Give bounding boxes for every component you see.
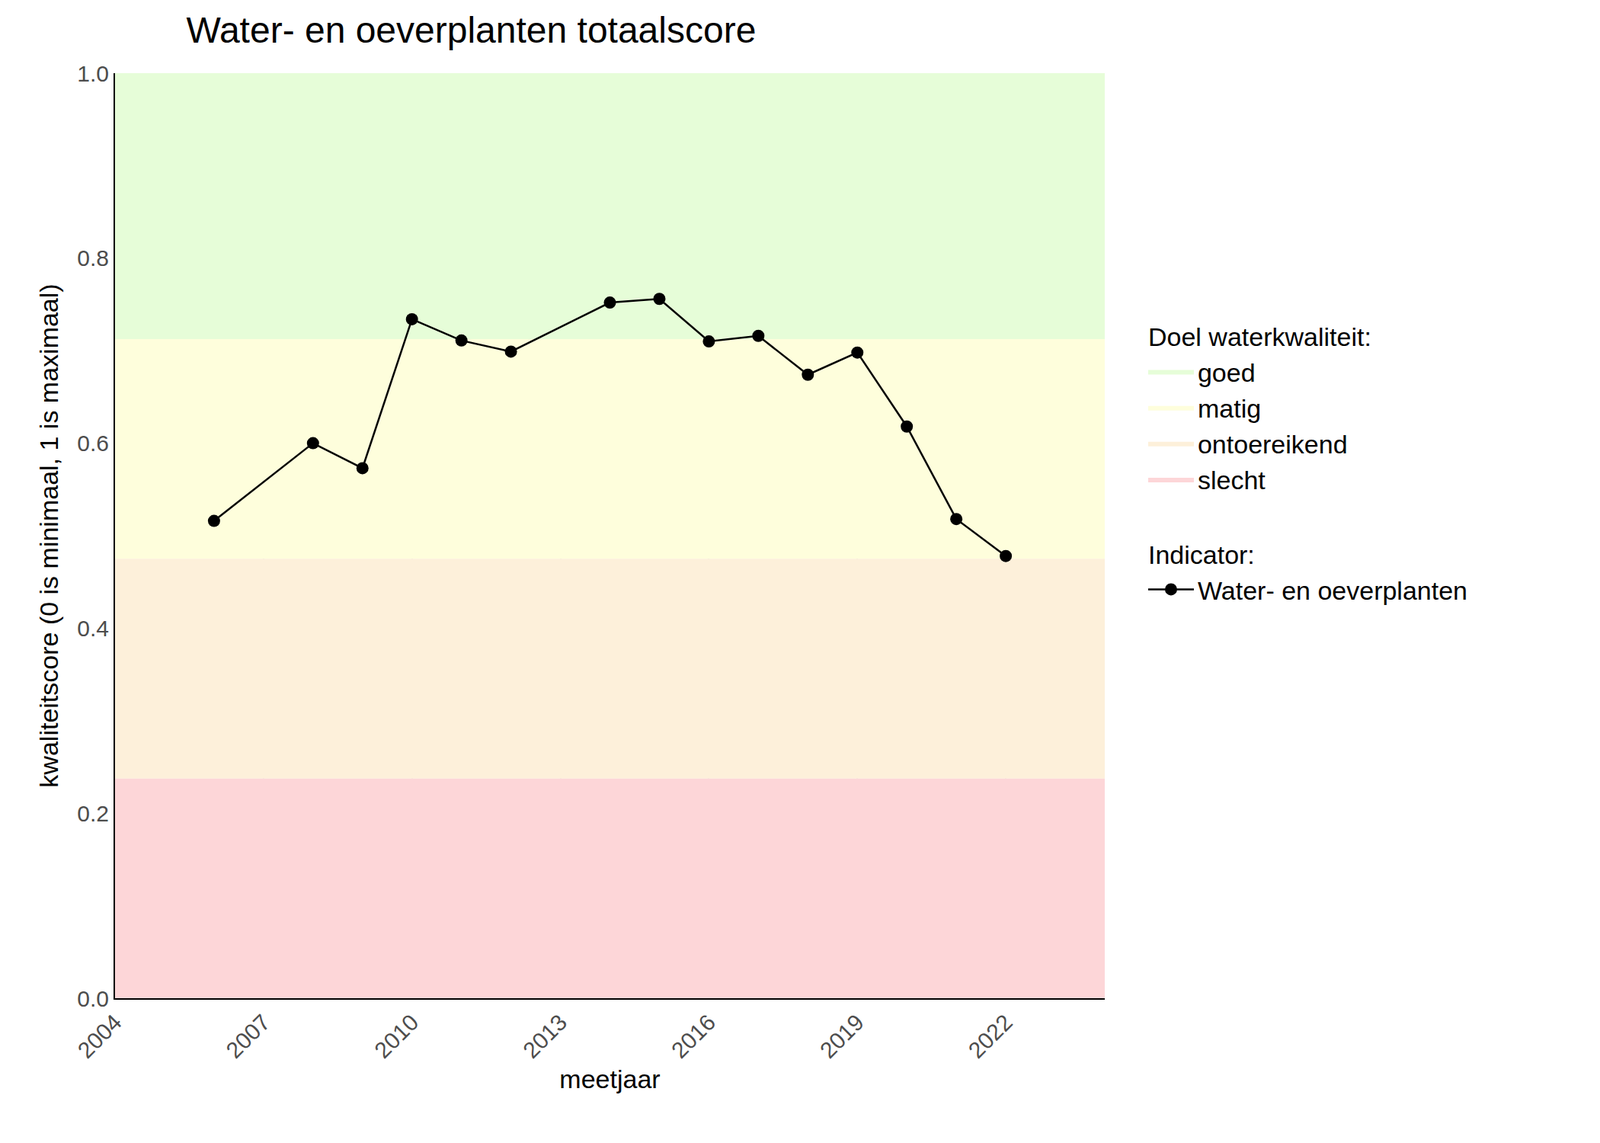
svg-text:matig: matig — [1197, 393, 1261, 423]
svg-text:Indicator:: Indicator: — [1148, 540, 1255, 570]
svg-text:meetjaar: meetjaar — [559, 1064, 660, 1094]
svg-text:kwaliteitscore (0 is minimaal,: kwaliteitscore (0 is minimaal, 1 is maxi… — [34, 283, 64, 788]
svg-text:2007: 2007 — [220, 1009, 276, 1064]
svg-text:0.0: 0.0 — [76, 985, 109, 1012]
svg-text:0.4: 0.4 — [76, 615, 109, 641]
svg-text:2010: 2010 — [369, 1009, 424, 1064]
svg-text:0.8: 0.8 — [76, 245, 109, 271]
svg-text:slecht: slecht — [1197, 465, 1266, 495]
svg-text:Water- en oeverplanten totaals: Water- en oeverplanten totaalscore — [185, 9, 756, 51]
svg-text:2019: 2019 — [815, 1009, 870, 1064]
svg-text:2013: 2013 — [518, 1009, 573, 1064]
svg-text:2022: 2022 — [963, 1009, 1018, 1064]
svg-text:2004: 2004 — [72, 1009, 127, 1064]
svg-text:ontoereikend: ontoereikend — [1197, 429, 1348, 459]
svg-text:goed: goed — [1197, 358, 1256, 388]
svg-text:0.6: 0.6 — [76, 430, 109, 456]
svg-text:1.0: 1.0 — [76, 60, 109, 87]
svg-text:Water- en oeverplanten: Water- en oeverplanten — [1197, 576, 1468, 605]
svg-text:Doel waterkwaliteit:: Doel waterkwaliteit: — [1148, 322, 1372, 352]
svg-text:2016: 2016 — [666, 1009, 721, 1064]
svg-text:0.2: 0.2 — [76, 800, 109, 826]
